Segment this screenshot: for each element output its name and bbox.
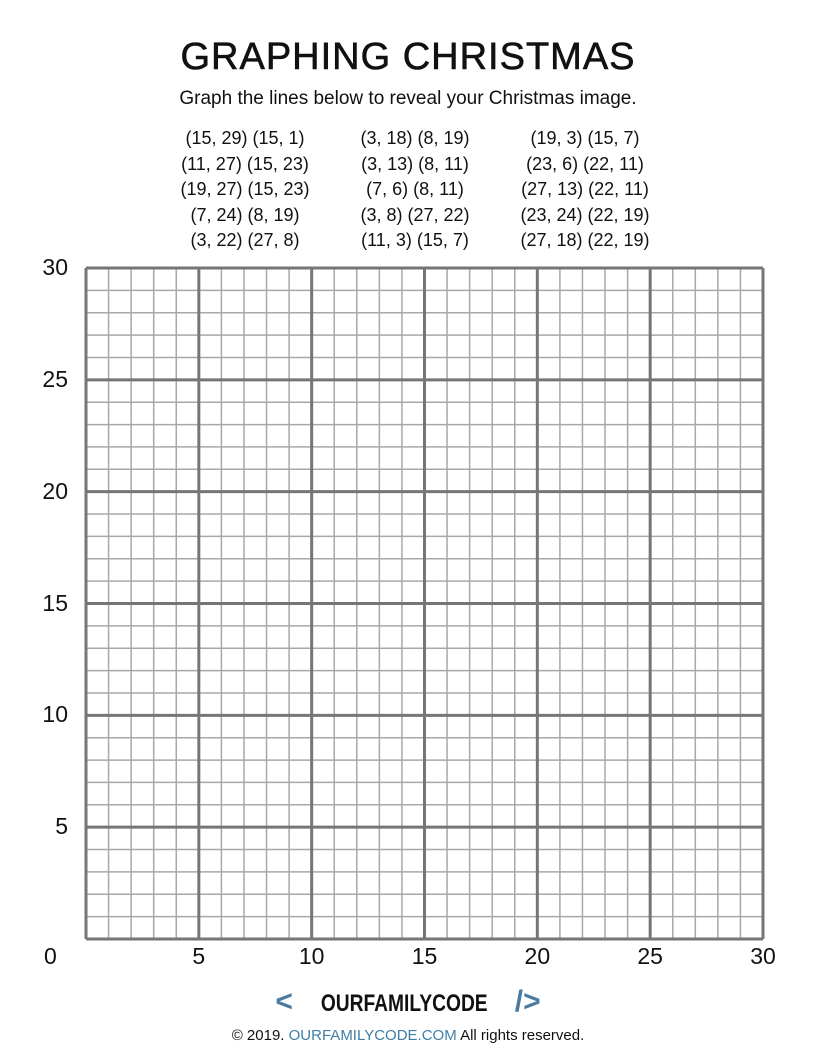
y-tick-label: 10 [42, 701, 68, 728]
page-title: GRAPHING CHRISTMAS [180, 36, 636, 79]
line-pair: (27, 18) (22, 19) [520, 230, 650, 250]
line-pair: (19, 27) (15, 23) [180, 179, 310, 199]
y-tick-label: 25 [42, 365, 68, 392]
line-pair: (3, 18) (8, 19) [360, 128, 470, 148]
line-pair: (11, 27) (15, 23) [181, 153, 309, 174]
x-tick-label: 30 [750, 943, 776, 969]
line-pair: (3, 22) (27, 8) [190, 230, 300, 250]
line-pair: (23, 24) (22, 19) [520, 204, 650, 225]
line-pair: (11, 3) (15, 7) [361, 230, 469, 250]
logo-left-bracket: < [275, 985, 293, 1018]
instructions: Graph the lines below to reveal your Chr… [179, 88, 637, 109]
copyright-line: © 2019. OURFAMILYCODE.COM All rights res… [0, 1027, 816, 1044]
site-link[interactable]: OURFAMILYCODE.COM [288, 1027, 457, 1044]
x-tick-label: 0 [44, 943, 57, 969]
y-tick-label: 30 [42, 254, 68, 280]
line-pair: (7, 6) (8, 11) [366, 179, 464, 199]
line-pairs-column-2: (3, 18) (8, 19) (3, 13) (8, 11) (7, 6) (… [330, 126, 500, 254]
x-tick-label: 25 [637, 943, 663, 969]
x-tick-label: 10 [298, 943, 325, 969]
line-pair: (23, 6) (22, 11) [526, 153, 644, 174]
line-pair: (19, 3) (15, 7) [530, 128, 640, 148]
line-pair: (7, 24) (8, 19) [190, 204, 300, 225]
y-tick-label: 5 [55, 813, 68, 840]
x-tick-label: 5 [192, 943, 206, 969]
x-tick-label: 15 [411, 943, 438, 969]
y-tick-label: 15 [42, 589, 68, 616]
line-pair: (3, 13) (8, 11) [361, 153, 469, 174]
y-tick-label: 20 [42, 477, 68, 504]
ourfamilycode-logo: < OURFAMILYCODE /> [0, 985, 816, 1019]
line-pair: (3, 8) (27, 22) [360, 204, 470, 225]
logo-right-bracket: /> [514, 985, 541, 1018]
line-pairs-column-3: (19, 3) (15, 7) (23, 6) (22, 11) (27, 13… [500, 126, 670, 254]
line-pair: (27, 13) (22, 11) [521, 179, 649, 199]
line-pair: (15, 29) (15, 1) [185, 128, 305, 148]
x-tick-label: 20 [524, 943, 551, 969]
rights-text: All rights reserved. [460, 1027, 585, 1044]
copyright-text: © 2019. [231, 1027, 285, 1044]
line-pairs-column-1: (15, 29) (15, 1) (11, 27) (15, 23) (19, … [160, 126, 330, 254]
logo-name: OURFAMILYCODE [320, 990, 488, 1017]
